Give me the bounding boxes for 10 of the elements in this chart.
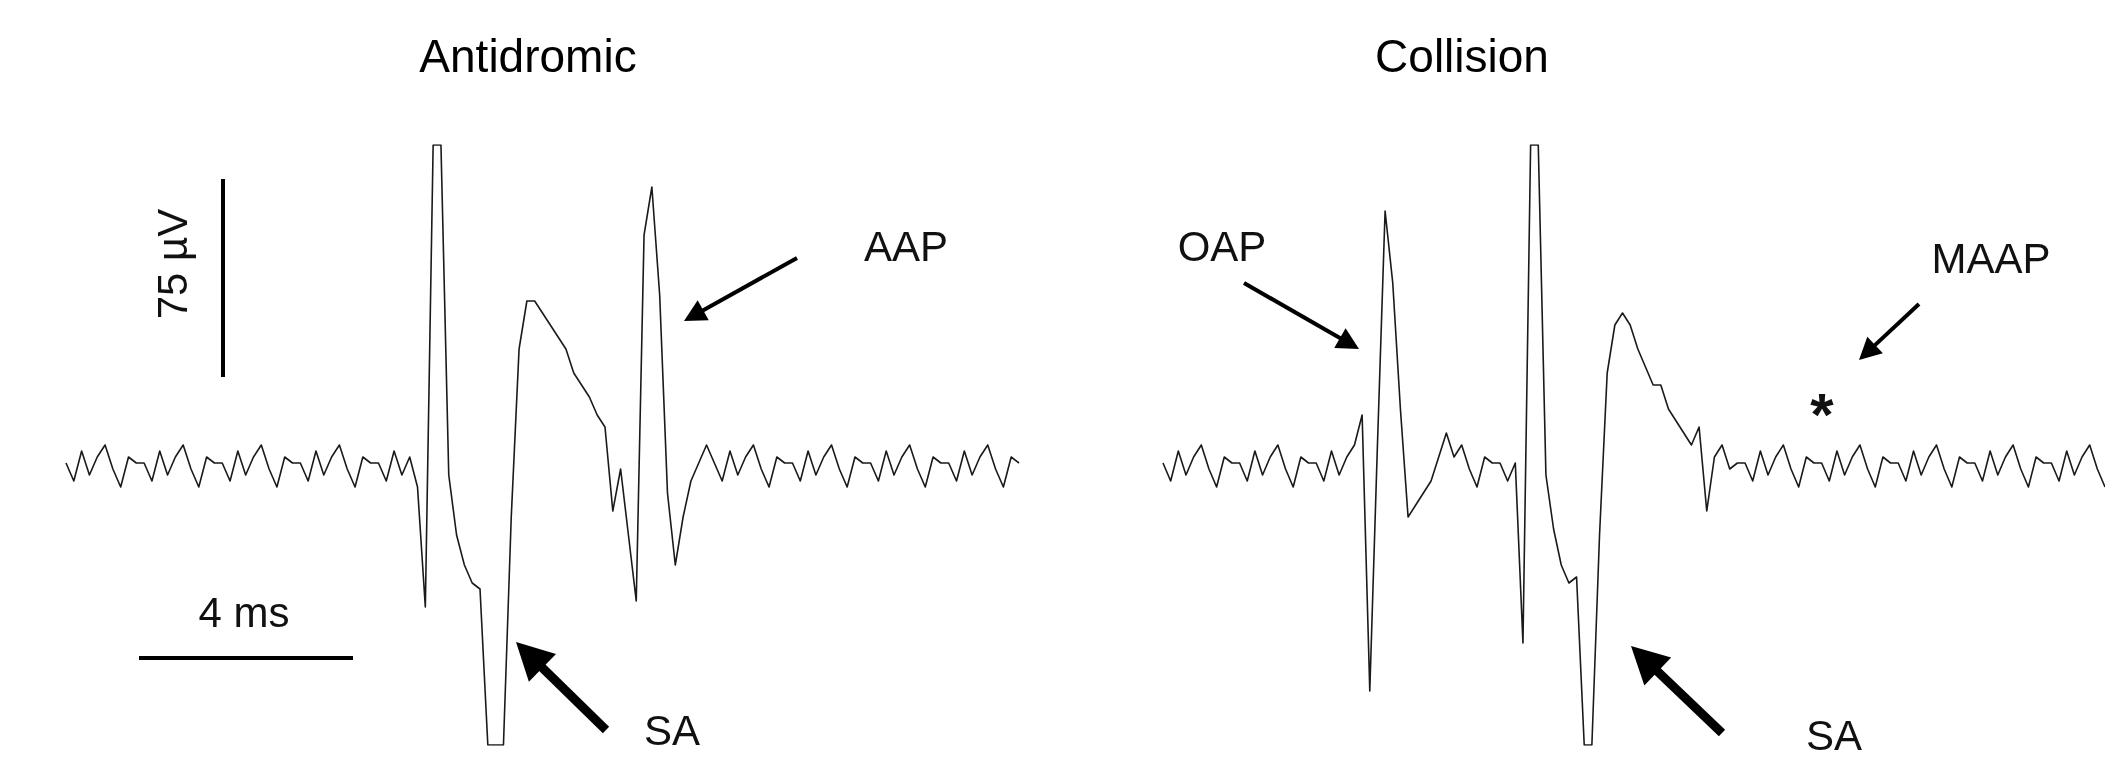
annotation: SA <box>643 706 701 754</box>
annotation: 75 µV <box>148 208 196 320</box>
annotation: 4 ms <box>198 588 290 636</box>
annotation: SA <box>1805 711 1863 759</box>
annotation: OAP <box>1177 222 1267 270</box>
annotation: AAP <box>863 222 949 270</box>
annotation: MAAP <box>1931 234 2051 282</box>
chart-title: Collision <box>1375 30 1549 82</box>
chart-title: Antidromic <box>419 30 637 82</box>
annotation: * <box>1810 380 1835 448</box>
